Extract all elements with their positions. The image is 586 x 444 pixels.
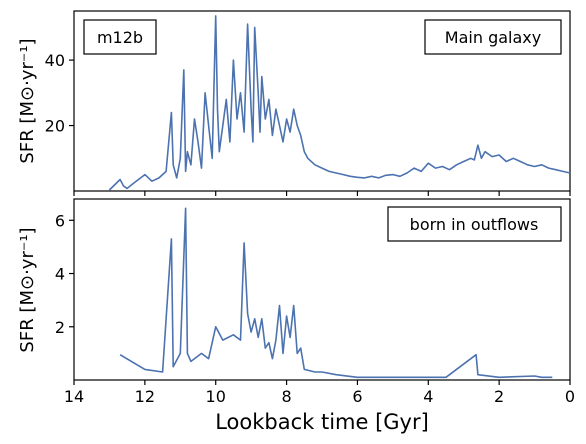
y-tick-label-top: 20: [45, 117, 65, 136]
y-tick-label-bottom: 2: [55, 318, 65, 337]
panel-bottom-series: [119, 207, 553, 379]
x-tick-label: 4: [423, 387, 433, 406]
panel-top-frame: [73, 10, 571, 192]
legend-main-galaxy: Main galaxy: [424, 19, 562, 55]
x-tick-label: 6: [352, 387, 362, 406]
x-tick-label: 14: [64, 387, 84, 406]
x-tick-label: 8: [281, 387, 291, 406]
sfr-series-line-bottom: [119, 207, 553, 379]
panel-bottom: 2 4 6 14 12 10 8 6 4 2 0 born in outflows SFR [M⊙…: [17, 198, 575, 434]
panel-top-y-axis-label: SFR [M⊙·yr⁻¹]: [17, 38, 38, 163]
legend-main-galaxy-label: Main galaxy: [445, 28, 541, 47]
panel-top-x-ticks: [73, 191, 571, 196]
legend-outflows: born in outflows: [387, 206, 562, 242]
legend-outflows-label: born in outflows: [410, 215, 539, 234]
x-axis-label: Lookback time [Gyr]: [215, 410, 429, 434]
x-tick-label: 12: [135, 387, 155, 406]
panel-label: m12b: [97, 28, 143, 47]
panel-bottom-x-ticks: 14 12 10 8 6 4 2 0: [64, 380, 575, 406]
y-tick-label-top: 40: [45, 51, 65, 70]
panel-bottom-frame: [73, 198, 571, 381]
panel-top-series: [108, 15, 571, 191]
panel-label-box: m12b: [83, 19, 157, 55]
y-tick-label-bottom: 4: [55, 265, 65, 284]
x-tick-label: 10: [206, 387, 226, 406]
panel-bottom-y-ticks: 2 4 6: [55, 211, 74, 337]
x-tick-label: 0: [565, 387, 575, 406]
y-tick-label-bottom: 6: [55, 211, 65, 230]
sfr-series-line-top: [108, 15, 571, 191]
x-tick-label: 2: [494, 387, 504, 406]
panel-bottom-y-axis-label: SFR [M⊙·yr⁻¹]: [17, 227, 38, 352]
